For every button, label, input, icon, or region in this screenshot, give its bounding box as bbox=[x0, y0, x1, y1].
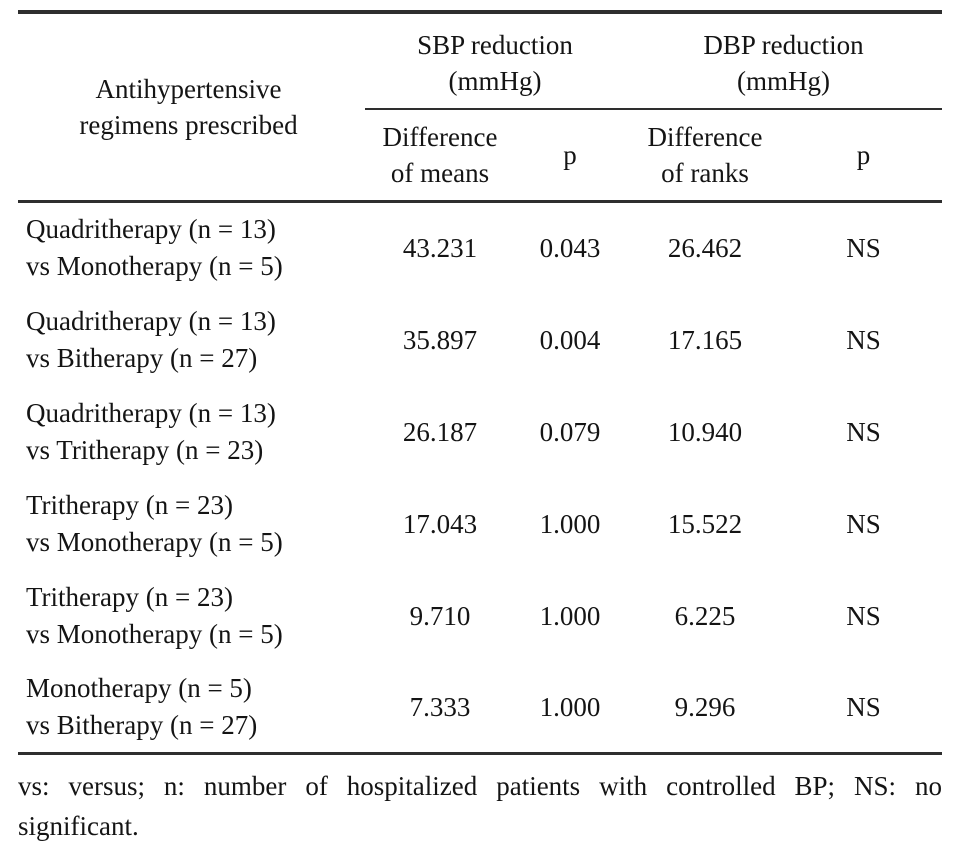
regimen-cell: Tritherapy (n = 23) vs Monotherapy (n = … bbox=[26, 489, 283, 557]
column-header-regimens: Antihypertensive regimens prescribed bbox=[79, 74, 298, 140]
dbp-p-value: NS bbox=[846, 233, 881, 264]
dbp-difference-of-ranks-value: 26.462 bbox=[667, 233, 743, 264]
sbp-p-value: 1.000 bbox=[539, 691, 601, 722]
column-header-sbp-p: p bbox=[563, 140, 577, 170]
dbp-p-value: NS bbox=[846, 508, 881, 539]
column-header-dbp-difference-of-ranks: Difference of ranks bbox=[647, 122, 763, 188]
sbp-difference-of-means-value: 35.897 bbox=[402, 324, 478, 355]
table-row: Quadritherapy (n = 13) vs Tritherapy (n … bbox=[18, 386, 942, 478]
regimen-cell: Quadritherapy (n = 13) vs Tritherapy (n … bbox=[26, 397, 276, 465]
sbp-difference-of-means-value: 26.187 bbox=[402, 416, 478, 447]
dbp-difference-of-ranks-value: 10.940 bbox=[667, 416, 743, 447]
dbp-p-value: NS bbox=[846, 691, 881, 722]
sbp-difference-of-means-value: 43.231 bbox=[402, 233, 478, 264]
regimen-cell: Tritherapy (n = 23) vs Monotherapy (n = … bbox=[26, 581, 283, 649]
sbp-difference-of-means-value: 7.333 bbox=[409, 691, 471, 722]
regimen-cell: Monotherapy (n = 5) vs Bitherapy (n = 27… bbox=[26, 672, 258, 740]
table-row: Monotherapy (n = 5) vs Bitherapy (n = 27… bbox=[18, 662, 942, 754]
column-header-dbp-p: p bbox=[856, 140, 871, 170]
dbp-p-value: NS bbox=[846, 416, 881, 447]
sbp-difference-of-means-value: 17.043 bbox=[402, 508, 478, 539]
sbp-p-value: 0.079 bbox=[539, 416, 601, 447]
table-row: Tritherapy (n = 23) vs Monotherapy (n = … bbox=[18, 478, 942, 570]
regimen-cell: Quadritherapy (n = 13) vs Monotherapy (n… bbox=[26, 214, 283, 282]
table-body: Quadritherapy (n = 13) vs Monotherapy (n… bbox=[18, 202, 943, 754]
dbp-p-value: NS bbox=[846, 600, 881, 631]
dbp-difference-of-ranks-value: 15.522 bbox=[667, 508, 743, 539]
table-row: Tritherapy (n = 23) vs Monotherapy (n = … bbox=[18, 570, 942, 662]
sub-header-row: Difference of means p Difference of rank… bbox=[18, 109, 942, 202]
dbp-difference-of-ranks-value: 17.165 bbox=[667, 324, 743, 355]
dbp-difference-of-ranks-value: 6.225 bbox=[674, 600, 736, 631]
table-row: Quadritherapy (n = 13) vs Monotherapy (n… bbox=[18, 202, 942, 294]
group-header-row: Antihypertensive regimens prescribed SBP… bbox=[18, 12, 943, 140]
antihypertensive-comparison-table: Antihypertensive regimens prescribed SBP… bbox=[18, 10, 943, 755]
regimen-cell: Quadritherapy (n = 13) vs Bitherapy (n =… bbox=[26, 305, 276, 373]
sbp-p-value: 1.000 bbox=[539, 508, 601, 539]
sbp-p-value: 1.000 bbox=[539, 600, 601, 631]
table-row: Quadritherapy (n = 13) vs Bitherapy (n =… bbox=[18, 294, 942, 386]
sbp-difference-of-means-value: 9.710 bbox=[409, 600, 471, 631]
table-header: Antihypertensive regimens prescribed SBP… bbox=[18, 12, 943, 202]
column-group-sbp-reduction: SBP reduction (mmHg) bbox=[365, 12, 626, 110]
dbp-p-value: NS bbox=[846, 324, 881, 355]
column-header-sbp-difference-of-means: Difference of means bbox=[382, 122, 498, 188]
table-footnote: vs: versus; n: number of hospitalized pa… bbox=[18, 771, 942, 841]
dbp-difference-of-ranks-value: 9.296 bbox=[674, 691, 736, 722]
sbp-p-value: 0.004 bbox=[539, 324, 601, 355]
sbp-p-value: 0.043 bbox=[539, 233, 601, 264]
column-group-dbp-reduction: DBP reduction (mmHg) bbox=[625, 12, 943, 110]
